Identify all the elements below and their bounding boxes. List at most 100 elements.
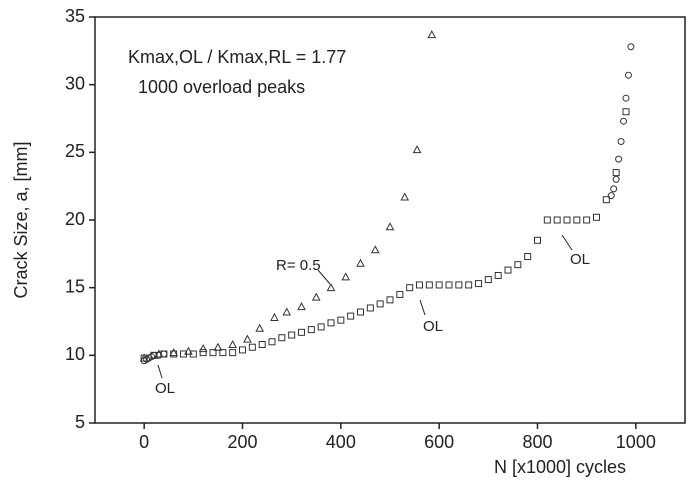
square-point bbox=[209, 349, 217, 357]
square-point bbox=[494, 271, 502, 279]
annotation-pointer bbox=[157, 364, 163, 379]
square-point bbox=[327, 319, 335, 327]
triangle-point bbox=[213, 342, 223, 351]
circle-point bbox=[155, 351, 163, 359]
square-point bbox=[514, 261, 522, 269]
square-point bbox=[239, 346, 246, 354]
square-point bbox=[189, 350, 197, 358]
y-tick-label: 10 bbox=[65, 344, 85, 364]
circle-point bbox=[627, 43, 635, 51]
annotation: OL bbox=[155, 380, 175, 397]
square-point bbox=[445, 281, 453, 289]
circle-point bbox=[612, 175, 620, 183]
annotation: Kmax,OL / Kmax,RL = 1.77 bbox=[128, 47, 346, 67]
circle-point bbox=[150, 351, 158, 359]
square-point bbox=[622, 108, 630, 116]
square-point bbox=[396, 290, 404, 298]
square-point bbox=[357, 308, 364, 316]
square-point bbox=[347, 312, 355, 320]
square-point bbox=[229, 349, 237, 357]
square-point bbox=[298, 328, 305, 336]
triangle-point bbox=[297, 302, 306, 311]
y-tick-label: 20 bbox=[65, 209, 85, 229]
square-point bbox=[593, 213, 600, 221]
square-point bbox=[524, 253, 532, 261]
triangle-point bbox=[282, 307, 292, 316]
triangle-point bbox=[427, 30, 437, 39]
circle-point bbox=[624, 71, 632, 79]
square-point bbox=[337, 316, 345, 324]
square-point bbox=[534, 236, 541, 244]
annotation: OL bbox=[423, 318, 443, 335]
square-point bbox=[435, 281, 443, 289]
x-axis-label: N [x1000] cycles bbox=[494, 457, 626, 477]
triangle-point bbox=[270, 312, 279, 321]
x-tick-label: 1000 bbox=[616, 432, 656, 452]
square-point bbox=[602, 196, 610, 204]
y-tick-label: 35 bbox=[65, 6, 85, 26]
square-point bbox=[425, 281, 433, 289]
triangle-point bbox=[169, 348, 179, 357]
square-point bbox=[484, 276, 492, 284]
annotation-pointer bbox=[419, 299, 426, 316]
triangle-point bbox=[243, 334, 252, 343]
square-point bbox=[258, 341, 266, 349]
y-axis-label: Crack Size, a, [mm] bbox=[11, 141, 31, 298]
triangle-point bbox=[385, 222, 395, 231]
circle-point bbox=[622, 94, 630, 102]
annotation: 1000 overload peaks bbox=[138, 77, 305, 97]
square-point bbox=[366, 304, 374, 312]
square-point bbox=[416, 281, 423, 289]
triangle-point bbox=[370, 245, 380, 254]
x-tick-label: 0 bbox=[139, 432, 149, 452]
square-point bbox=[219, 349, 227, 357]
square-point bbox=[455, 281, 463, 289]
square-point bbox=[465, 281, 473, 289]
x-tick-label: 200 bbox=[227, 432, 257, 452]
y-tick-label: 30 bbox=[65, 73, 85, 93]
triangle-point bbox=[341, 272, 351, 281]
triangle-point bbox=[412, 145, 422, 154]
square-point bbox=[563, 216, 571, 224]
y-tick-label: 25 bbox=[65, 141, 85, 161]
circle-point bbox=[617, 138, 625, 146]
square-point bbox=[199, 349, 207, 357]
circle-point bbox=[620, 117, 628, 125]
square-point bbox=[553, 216, 561, 224]
square-point bbox=[475, 280, 482, 288]
square-point bbox=[170, 350, 178, 358]
triangle-point bbox=[255, 323, 265, 332]
square-point bbox=[612, 169, 620, 177]
triangle-point bbox=[400, 192, 410, 201]
annotation-pointer bbox=[561, 234, 573, 251]
circle-point bbox=[607, 192, 615, 200]
square-point bbox=[268, 338, 276, 346]
square-point bbox=[583, 216, 591, 224]
square-point bbox=[376, 300, 384, 308]
square-point bbox=[573, 216, 581, 224]
square-point bbox=[543, 216, 551, 224]
triangle-point bbox=[198, 344, 208, 353]
circle-point bbox=[610, 185, 618, 193]
annotation: R= 0.5 bbox=[276, 257, 321, 274]
square-point bbox=[386, 296, 394, 304]
triangle-point bbox=[311, 292, 321, 301]
square-point bbox=[248, 343, 256, 351]
triangle-point bbox=[356, 258, 365, 267]
square-point bbox=[180, 350, 187, 358]
annotation-pointer bbox=[317, 269, 331, 285]
x-tick-label: 800 bbox=[522, 432, 552, 452]
circle-point bbox=[160, 350, 168, 358]
y-tick-label: 5 bbox=[75, 412, 85, 432]
x-tick-label: 400 bbox=[326, 432, 356, 452]
y-tick-label: 15 bbox=[65, 276, 85, 296]
square-point bbox=[288, 331, 296, 339]
circle-point bbox=[615, 155, 623, 163]
square-point bbox=[504, 266, 512, 274]
square-point bbox=[317, 323, 325, 331]
annotation: OL bbox=[570, 251, 590, 268]
square-point bbox=[307, 326, 315, 334]
triangle-point bbox=[326, 283, 336, 292]
square-point bbox=[406, 284, 414, 292]
